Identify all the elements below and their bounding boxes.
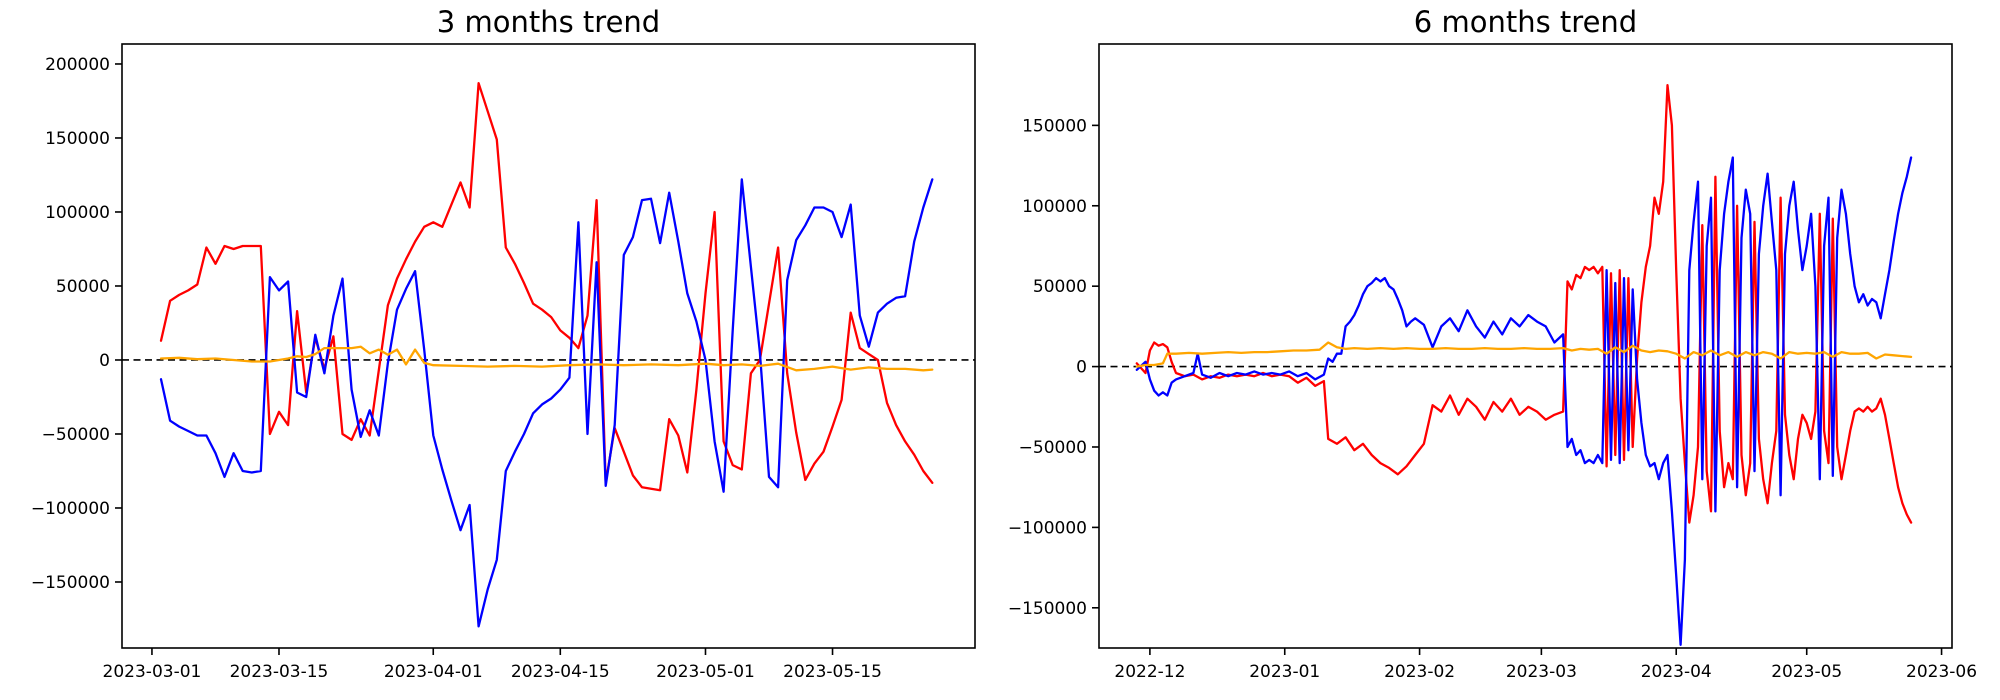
y-tick-label: −100000 bbox=[1008, 518, 1087, 538]
x-tick-label: 2023-05 bbox=[1771, 662, 1842, 682]
y-tick-label: −150000 bbox=[1008, 599, 1087, 619]
y-tick-label: 100000 bbox=[1022, 197, 1087, 217]
y-tick-label: −100000 bbox=[31, 499, 110, 519]
y-tick-label: 150000 bbox=[1022, 116, 1087, 136]
y-tick-label: 0 bbox=[99, 351, 110, 371]
x-tick-label: 2023-04-01 bbox=[384, 662, 483, 682]
chart-panel-3-months: 2023-03-01 2023-03-15 2023-04-01 2023-04-15… bbox=[31, 5, 976, 682]
plot-border bbox=[1098, 43, 1953, 649]
x-tick-label: 2023-05-15 bbox=[783, 662, 882, 682]
y-tick-label: −50000 bbox=[1019, 438, 1087, 458]
y-tick-label: 150000 bbox=[45, 129, 110, 149]
plot-border bbox=[121, 43, 976, 649]
x-tick-label: 2023-05-01 bbox=[656, 662, 755, 682]
y-tick-label: −150000 bbox=[31, 573, 110, 593]
x-tick-label: 2023-06 bbox=[1906, 662, 1977, 682]
x-tick-label: 2023-03 bbox=[1506, 662, 1577, 682]
orange-line bbox=[159, 345, 934, 372]
x-tick-label: 2023-01 bbox=[1249, 662, 1320, 682]
y-tick-label: −50000 bbox=[42, 425, 110, 445]
x-tick-label: 2022-12 bbox=[1114, 662, 1185, 682]
y-tick-label: 50000 bbox=[56, 277, 110, 297]
x-tick-label: 2023-04-15 bbox=[511, 662, 610, 682]
plot-area bbox=[1099, 44, 1952, 648]
plot-area bbox=[122, 44, 975, 648]
blue-line bbox=[159, 178, 934, 628]
x-tick-label: 2023-03-15 bbox=[230, 662, 329, 682]
chart-panel-6-months: 2022-12 2023-01 2023-02 2023-03 2023-04 2023-… bbox=[1008, 5, 1977, 682]
orange-line bbox=[1135, 341, 1913, 368]
chart-title: 3 months trend bbox=[437, 5, 660, 39]
y-tick-label: 50000 bbox=[1033, 277, 1087, 297]
y-tick-label: 200000 bbox=[45, 55, 110, 75]
chart-title: 6 months trend bbox=[1414, 5, 1637, 39]
y-tick-label: 0 bbox=[1076, 358, 1087, 378]
y-tick-label: 100000 bbox=[45, 203, 110, 223]
blue-line bbox=[1135, 156, 1913, 646]
x-tick-label: 2023-02 bbox=[1384, 662, 1455, 682]
red-line bbox=[159, 82, 934, 492]
x-tick-label: 2023-04 bbox=[1641, 662, 1712, 682]
x-tick-label: 2023-03-01 bbox=[103, 662, 202, 682]
